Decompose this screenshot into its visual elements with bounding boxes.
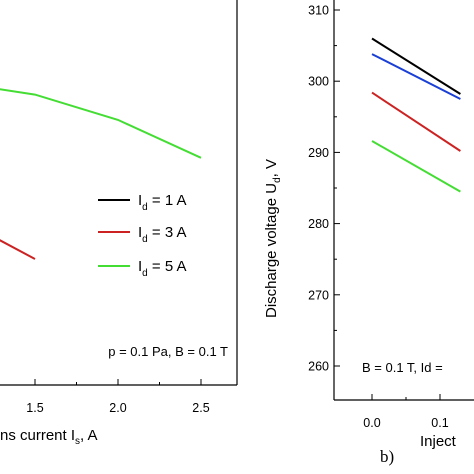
- panel-a-series: [0, 88, 202, 260]
- panel-a-x-axis-title: ns current Is, A: [0, 427, 98, 447]
- panel-b-label: b): [380, 447, 394, 466]
- panel-b: 260 270 280 290 300 310 0.0 0.1 B = 0.1 T, Id …: [263, 0, 474, 466]
- panel-a-series-line-3: [0, 88, 202, 159]
- panel-b-y-tick-label: 280: [308, 217, 329, 231]
- panel-a-x-title-main: ns current I: [0, 427, 75, 444]
- panel-b-y-tick-label: 300: [308, 75, 329, 89]
- panel-b-annotation: B = 0.1 T, Id =: [362, 360, 443, 375]
- panel-a-annotation: p = 0.1 Pa, B = 0.1 T: [108, 344, 228, 359]
- legend-label-2: Id = 3 A: [138, 224, 187, 245]
- panel-a: 1.5 2.0 2.5 Id = 1 A Id = 3 A Id = 5 A p = 0…: [0, 0, 238, 447]
- panel-a-x-tick-label: 1.5: [26, 401, 43, 415]
- panel-b-y-title-sub: d: [272, 177, 283, 183]
- panel-b-series-line-4: [371, 140, 461, 193]
- panel-b-y-tick-label: 260: [308, 360, 329, 374]
- panel-b-y-title-main: Discharge voltage U: [263, 183, 280, 318]
- panel-b-y-ticks: 260 270 280 290 300 310: [308, 4, 340, 374]
- panel-a-x-title-sub: s: [75, 436, 80, 447]
- panel-b-x-tick-label: 0.0: [363, 416, 380, 430]
- panel-a-legend: Id = 1 A Id = 3 A Id = 5 A: [98, 192, 187, 279]
- panel-b-series-line-1: [371, 37, 461, 95]
- panel-b-y-title-unit: , V: [263, 159, 280, 177]
- panel-b-y-tick-label: 290: [308, 146, 329, 160]
- panel-b-x-ticks: 0.0 0.1: [363, 394, 449, 430]
- panel-b-series-line-2: [371, 53, 461, 100]
- panel-b-y-tick-label: 310: [308, 4, 329, 18]
- panel-a-series-line-2: [0, 239, 36, 260]
- panel-b-y-tick-label: 270: [308, 288, 329, 302]
- legend-label-1: Id = 1 A: [138, 192, 187, 213]
- panel-a-x-title-unit: , A: [80, 427, 98, 444]
- panel-b-series: [371, 37, 461, 193]
- panel-a-x-tick-label: 2.0: [109, 401, 126, 415]
- panel-a-x-ticks: 1.5 2.0 2.5: [26, 379, 210, 415]
- panel-b-x-tick-label: 0.1: [431, 416, 448, 430]
- panel-b-x-axis-title: Inject: [420, 433, 457, 450]
- legend-label-3: Id = 5 A: [138, 258, 187, 279]
- panel-b-y-axis-title: Discharge voltage Ud, V: [263, 159, 283, 318]
- panel-a-x-tick-label: 2.5: [192, 401, 209, 415]
- panel-b-series-line-3: [371, 91, 461, 152]
